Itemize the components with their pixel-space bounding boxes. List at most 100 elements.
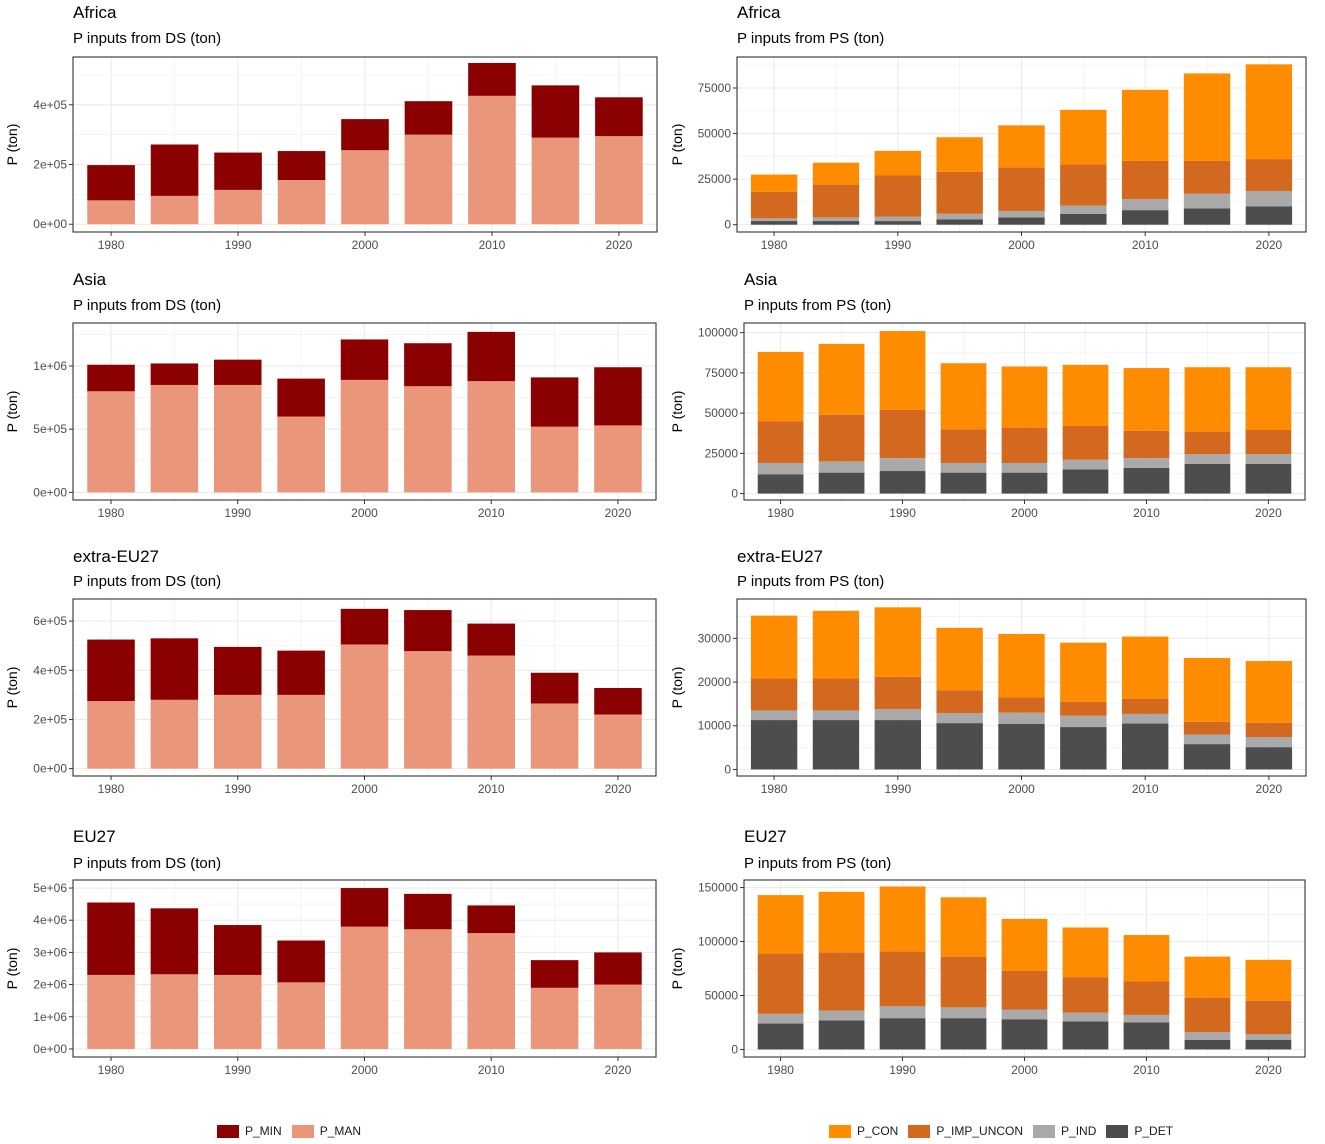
legend-swatch (1106, 1124, 1129, 1138)
bar-p-imp-uncon (1183, 160, 1231, 194)
bar-p-ind (757, 1013, 804, 1024)
bar-p-con (750, 174, 798, 192)
bar-p-min (404, 610, 452, 652)
bar-p-man (214, 189, 262, 225)
bar-p-imp-uncon (1122, 160, 1169, 200)
bar-p-con (818, 343, 865, 415)
bar-p-man (594, 425, 642, 493)
bar-p-con (1245, 64, 1293, 160)
y-tick-label: 2e+05 (33, 712, 67, 726)
bar-p-imp-uncon (936, 690, 983, 714)
bar-p-min (213, 646, 262, 695)
y-tick-label: 0e+00 (33, 1042, 67, 1056)
x-tick-label: 2020 (606, 238, 633, 252)
bar-p-min (150, 638, 199, 700)
y-tick-label: 150000 (698, 881, 738, 895)
y-tick-label: 10000 (698, 719, 732, 733)
chart-title: Asia (744, 270, 778, 289)
x-tick-label: 1980 (767, 506, 794, 520)
bar-p-con (750, 615, 798, 679)
x-tick-label: 1980 (761, 782, 788, 796)
bar-p-con (1245, 959, 1292, 1001)
bar-p-min (87, 902, 135, 975)
chart-subtitle: P inputs from DS (ton) (73, 30, 221, 47)
bar-p-con (1183, 73, 1231, 161)
y-tick-label: 4e+06 (33, 913, 67, 927)
bar-p-imp-uncon (1122, 698, 1169, 714)
bar-p-ind (1122, 199, 1169, 211)
y-tick-label: 5e+05 (33, 422, 67, 436)
y-tick-label: 0e+00 (33, 217, 67, 231)
bar-p-ind (879, 1006, 926, 1019)
x-tick-label: 2020 (1256, 238, 1283, 252)
bar-p-det (874, 221, 921, 225)
bar-p-imp-uncon (879, 409, 926, 459)
bar-p-imp-uncon (1245, 1000, 1292, 1035)
bar-p-min (87, 639, 135, 702)
bar-p-imp-uncon (1001, 427, 1048, 463)
x-tick-label: 1990 (884, 782, 911, 796)
bar-p-man (467, 381, 516, 493)
bar-p-man (277, 180, 326, 225)
bar-p-man (340, 379, 389, 493)
y-tick-label: 2e+06 (33, 978, 67, 992)
bar-p-imp-uncon (1123, 430, 1170, 459)
bar-p-det (1183, 744, 1231, 770)
bar-p-ind (940, 462, 987, 473)
bar-p-man (277, 982, 325, 1049)
bar-p-imp-uncon (940, 429, 987, 463)
bar-p-min (404, 893, 452, 930)
bar-p-ind (1060, 205, 1107, 214)
bar-p-ind (1123, 458, 1170, 468)
y-axis-label: P (ton) (669, 667, 685, 709)
chart-panel: Africa P inputs from PS (ton) 0 25000 50000 7… (669, 3, 1307, 252)
legend-item-p-ind: P_IND (1033, 1124, 1096, 1138)
bar-p-det (1001, 1019, 1048, 1050)
bar-p-ind (936, 713, 983, 724)
y-axis-label: P (ton) (4, 124, 20, 166)
bar-p-imp-uncon (1060, 701, 1107, 716)
bar-p-ind (1184, 454, 1231, 464)
chart-title: Africa (73, 3, 117, 22)
bar-p-man (341, 150, 389, 225)
bar-p-det (818, 1020, 865, 1050)
chart-panel: Africa P inputs from DS (ton) 0e+00 2e+05 4e… (4, 3, 658, 252)
x-tick-label: 2010 (478, 1063, 505, 1077)
bar-p-det (818, 472, 865, 494)
bar-p-imp-uncon (1245, 722, 1293, 738)
bar-p-ind (812, 217, 860, 222)
bar-p-imp-uncon (1245, 159, 1293, 191)
bar-p-ind (1062, 459, 1109, 470)
bar-p-imp-uncon (812, 184, 860, 218)
bar-p-det (757, 1023, 804, 1050)
chart-title: extra-EU27 (737, 547, 823, 566)
bar-p-imp-uncon (874, 676, 921, 710)
legend-label: P_MAN (319, 1124, 362, 1138)
bar-p-min (595, 97, 643, 137)
y-tick-label: 20000 (698, 675, 732, 689)
bar-p-det (757, 474, 804, 494)
bar-p-con (1001, 918, 1048, 971)
bar-p-imp-uncon (998, 167, 1045, 212)
bar-p-man (277, 416, 325, 493)
bar-p-min (530, 960, 579, 988)
bar-p-min (150, 144, 199, 196)
bar-p-det (998, 723, 1045, 770)
chart-title: EU27 (744, 827, 787, 846)
bar-p-man (467, 933, 516, 1049)
x-tick-label: 2020 (605, 782, 632, 796)
y-tick-label: 30000 (698, 631, 732, 645)
bar-p-ind (998, 712, 1045, 724)
bar-p-man (404, 134, 453, 225)
bar-p-man (594, 714, 642, 769)
bar-p-imp-uncon (1183, 721, 1231, 735)
bar-p-ind (1001, 1009, 1048, 1020)
bar-p-con (936, 627, 983, 691)
bar-p-imp-uncon (998, 697, 1045, 713)
bar-p-man (404, 929, 452, 1049)
bar-p-ind (1184, 1032, 1231, 1040)
legend-swatch (908, 1124, 931, 1138)
chart-panel: extra-EU27 P inputs from PS (ton) 0 10000 20… (669, 547, 1307, 796)
bar-p-ind (879, 458, 926, 472)
bar-p-min (150, 363, 199, 385)
